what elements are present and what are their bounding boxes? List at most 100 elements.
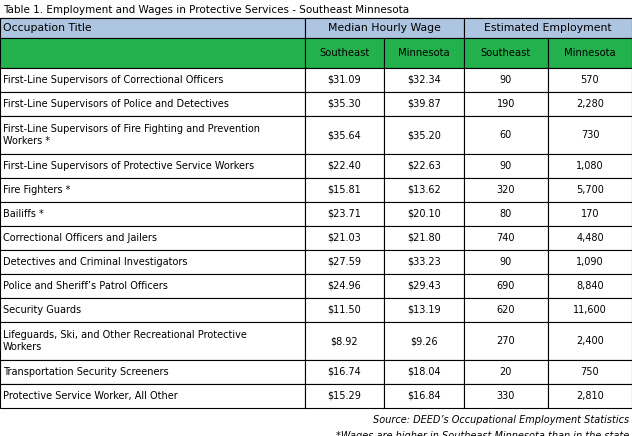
Text: 11,600: 11,600 (573, 305, 607, 315)
Text: $33.23: $33.23 (407, 257, 441, 267)
Bar (0, 116, 305, 154)
Bar (384, 38, 464, 68)
Text: Detectives and Criminal Investigators: Detectives and Criminal Investigators (3, 257, 188, 267)
Text: $39.87: $39.87 (407, 99, 441, 109)
Text: 320: 320 (497, 185, 515, 195)
Bar (0, 226, 305, 250)
Bar (384, 274, 464, 298)
Text: 2,400: 2,400 (576, 336, 604, 346)
Text: Minnesota: Minnesota (398, 48, 450, 58)
Bar (384, 154, 464, 178)
Bar (305, 250, 384, 274)
Text: Security Guards: Security Guards (3, 305, 81, 315)
Bar (0, 360, 305, 384)
Text: $29.43: $29.43 (407, 281, 441, 291)
Text: $13.62: $13.62 (407, 185, 441, 195)
Text: $35.64: $35.64 (327, 130, 362, 140)
Bar (548, 38, 632, 68)
Text: Minnesota: Minnesota (564, 48, 616, 58)
Text: 90: 90 (500, 257, 512, 267)
Text: 620: 620 (497, 305, 515, 315)
Bar (384, 116, 464, 154)
Text: $8.92: $8.92 (331, 336, 358, 346)
Text: First-Line Supervisors of Police and Detectives: First-Line Supervisors of Police and Det… (3, 99, 229, 109)
Bar (305, 322, 384, 360)
Text: 1,080: 1,080 (576, 161, 604, 171)
Bar (305, 18, 464, 38)
Text: $16.74: $16.74 (327, 367, 362, 377)
Bar (548, 178, 632, 202)
Text: 60: 60 (500, 130, 512, 140)
Bar (464, 68, 548, 92)
Bar (464, 38, 548, 68)
Text: Bailiffs *: Bailiffs * (3, 209, 44, 219)
Text: 570: 570 (581, 75, 599, 85)
Text: $31.09: $31.09 (327, 75, 362, 85)
Text: 730: 730 (581, 130, 599, 140)
Bar (464, 92, 548, 116)
Text: 2,280: 2,280 (576, 99, 604, 109)
Bar (464, 202, 548, 226)
Text: Fire Fighters *: Fire Fighters * (3, 185, 70, 195)
Text: $18.04: $18.04 (407, 367, 441, 377)
Text: 750: 750 (581, 367, 599, 377)
Text: $23.71: $23.71 (327, 209, 362, 219)
Text: $35.20: $35.20 (407, 130, 441, 140)
Text: $24.96: $24.96 (327, 281, 362, 291)
Bar (305, 92, 384, 116)
Text: $35.30: $35.30 (327, 99, 362, 109)
Bar (464, 226, 548, 250)
Bar (464, 18, 632, 38)
Text: 20: 20 (500, 367, 512, 377)
Bar (0, 384, 305, 408)
Bar (548, 116, 632, 154)
Bar (384, 360, 464, 384)
Bar (0, 274, 305, 298)
Text: 190: 190 (497, 99, 515, 109)
Text: $20.10: $20.10 (407, 209, 441, 219)
Bar (548, 322, 632, 360)
Text: $21.03: $21.03 (327, 233, 362, 243)
Text: $15.29: $15.29 (327, 391, 362, 401)
Bar (305, 298, 384, 322)
Bar (0, 298, 305, 322)
Bar (464, 178, 548, 202)
Text: Transportation Security Screeners: Transportation Security Screeners (3, 367, 169, 377)
Text: 270: 270 (497, 336, 515, 346)
Bar (0, 68, 305, 92)
Bar (548, 274, 632, 298)
Text: $16.84: $16.84 (407, 391, 441, 401)
Bar (384, 202, 464, 226)
Text: 1,090: 1,090 (576, 257, 604, 267)
Text: 330: 330 (497, 391, 515, 401)
Bar (548, 360, 632, 384)
Bar (548, 226, 632, 250)
Bar (305, 202, 384, 226)
Bar (305, 384, 384, 408)
Text: Table 1. Employment and Wages in Protective Services - Southeast Minnesota: Table 1. Employment and Wages in Protect… (3, 5, 409, 15)
Bar (384, 92, 464, 116)
Bar (464, 360, 548, 384)
Bar (305, 116, 384, 154)
Bar (305, 68, 384, 92)
Bar (305, 360, 384, 384)
Bar (384, 250, 464, 274)
Text: Southeast: Southeast (319, 48, 370, 58)
Bar (384, 68, 464, 92)
Text: 170: 170 (581, 209, 599, 219)
Text: *Wages are higher in Southeast Minnesota than in the state: *Wages are higher in Southeast Minnesota… (336, 431, 629, 436)
Text: Lifeguards, Ski, and Other Recreational Protective
Workers: Lifeguards, Ski, and Other Recreational … (3, 330, 247, 352)
Text: $13.19: $13.19 (407, 305, 441, 315)
Bar (0, 154, 305, 178)
Bar (548, 298, 632, 322)
Text: 90: 90 (500, 75, 512, 85)
Bar (384, 298, 464, 322)
Bar (305, 178, 384, 202)
Bar (0, 18, 632, 38)
Bar (0, 92, 305, 116)
Text: $21.80: $21.80 (407, 233, 441, 243)
Text: Protective Service Worker, All Other: Protective Service Worker, All Other (3, 391, 178, 401)
Text: First-Line Supervisors of Protective Service Workers: First-Line Supervisors of Protective Ser… (3, 161, 254, 171)
Bar (384, 384, 464, 408)
Bar (305, 154, 384, 178)
